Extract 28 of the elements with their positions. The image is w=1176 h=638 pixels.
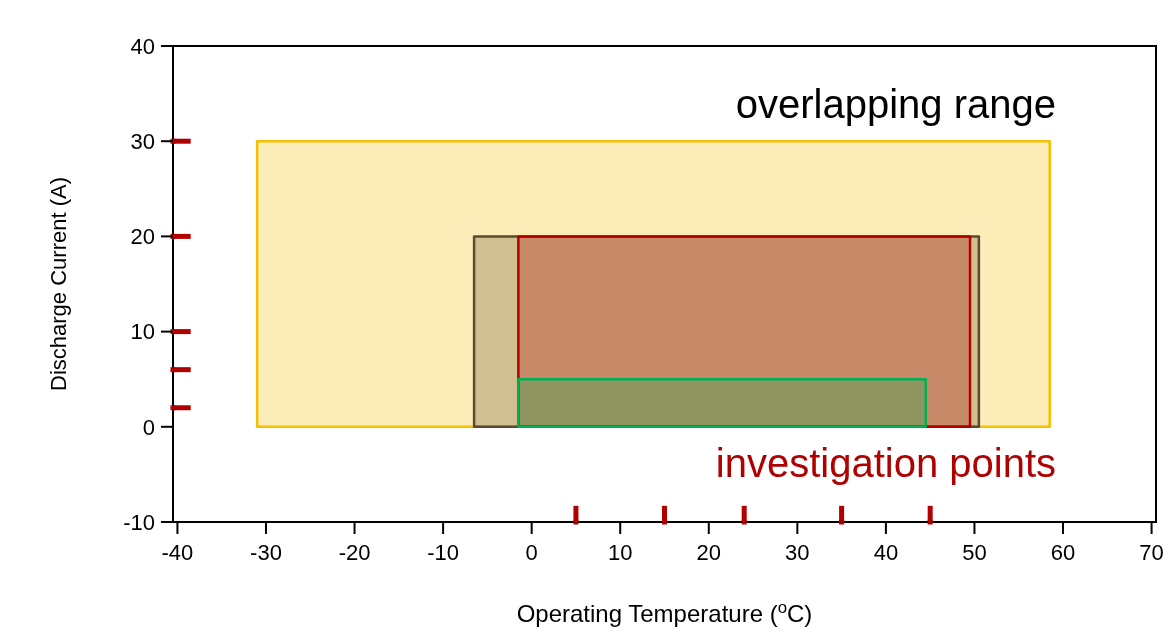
- x-tick-label: 70: [1139, 540, 1164, 565]
- y-tick-label: 20: [130, 224, 155, 250]
- y-tick-label: 0: [142, 414, 155, 440]
- point: [170, 367, 176, 373]
- y-tick-label: 40: [130, 33, 155, 59]
- y-tick-label: 10: [130, 319, 155, 345]
- y-tick-label: -10: [123, 509, 155, 535]
- annotation: overlapping range: [735, 82, 1056, 126]
- x-tick-label: -40: [161, 540, 194, 565]
- point: [170, 405, 176, 411]
- x-tick-label: 40: [873, 540, 899, 565]
- x-tick-label: -20: [338, 540, 371, 565]
- x-tick-label: 30: [785, 540, 810, 565]
- x-tick-label: 10: [607, 540, 633, 565]
- point: [741, 519, 747, 525]
- x-tick-label: 20: [696, 540, 722, 565]
- x-tick-label: -10: [427, 540, 459, 565]
- x-axis-title: Operating Temperature ($^{o}$C): [516, 597, 813, 627]
- x-tick-label: -30: [250, 540, 282, 565]
- y-tick-label: 30: [130, 128, 155, 154]
- point: [573, 519, 579, 525]
- y-axis-title: Discharge Current (A): [46, 177, 71, 391]
- annotation: investigation points: [715, 441, 1056, 485]
- x-tick-label: 50: [962, 540, 987, 565]
- point: [839, 519, 845, 525]
- point: [927, 519, 933, 525]
- x-tick-label: 60: [1050, 540, 1076, 565]
- x-tick-label: 0: [525, 540, 538, 565]
